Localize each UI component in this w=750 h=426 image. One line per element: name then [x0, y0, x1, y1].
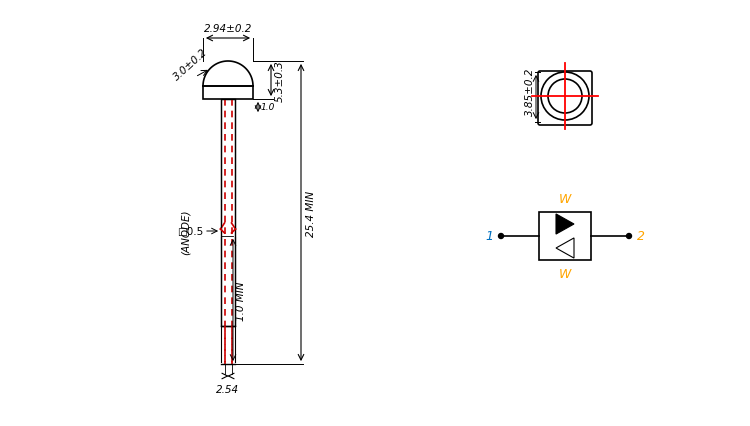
FancyBboxPatch shape	[538, 72, 592, 126]
Bar	[221, 100, 235, 326]
Text: 2.94±0.2: 2.94±0.2	[204, 24, 252, 34]
Bar	[203, 87, 253, 100]
Text: 2: 2	[637, 230, 645, 243]
Text: 3.85±0.2: 3.85±0.2	[525, 68, 535, 116]
Text: (ANODE): (ANODE)	[181, 209, 191, 255]
Text: W: W	[559, 193, 572, 206]
Circle shape	[626, 234, 632, 239]
Circle shape	[499, 234, 503, 239]
Polygon shape	[556, 214, 574, 235]
Text: 25.4 MIN: 25.4 MIN	[306, 190, 316, 236]
Text: 1.0: 1.0	[261, 103, 275, 112]
Text: 3.0±0.2: 3.0±0.2	[171, 47, 208, 83]
Bar	[539, 213, 591, 260]
Text: 5.3±0.3: 5.3±0.3	[275, 60, 285, 102]
Text: W: W	[559, 267, 572, 280]
Text: 1.0 MIN: 1.0 MIN	[236, 281, 246, 320]
Circle shape	[548, 80, 582, 114]
Circle shape	[541, 73, 589, 121]
Text: 2.54: 2.54	[217, 384, 239, 394]
Text: □0.5: □0.5	[177, 227, 203, 236]
Text: 1: 1	[485, 230, 493, 243]
Polygon shape	[556, 239, 574, 259]
